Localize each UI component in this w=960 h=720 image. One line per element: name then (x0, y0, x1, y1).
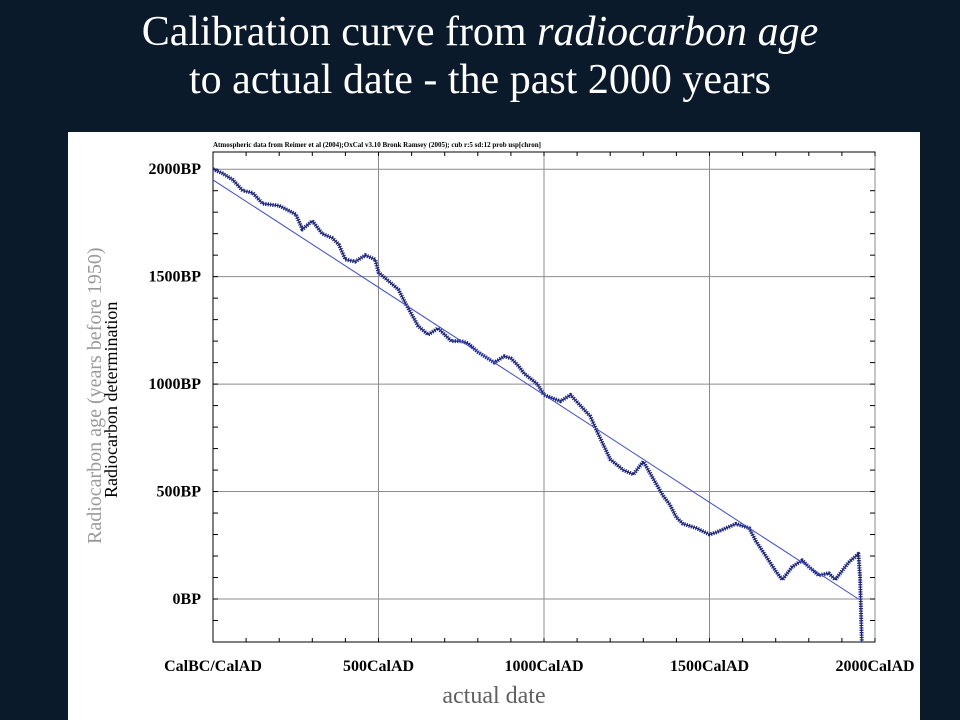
slide-title: Calibration curve from radiocarbon age t… (0, 8, 960, 104)
y-tick-label-0: 2000BP (149, 161, 202, 178)
chart-y-axis-label: Radiocarbon determination (101, 301, 121, 498)
slide-title-italic: radiocarbon age (537, 9, 819, 55)
x-tick-label-2: 1000CalAD (504, 658, 583, 675)
y-tick-label-4: 0BP (173, 591, 202, 608)
slide-title-part1: Calibration curve from (141, 9, 538, 55)
x-tick-label-0: CalBC/CalAD (164, 658, 262, 675)
slide-title-line2: to actual date - the past 2000 years (189, 57, 771, 103)
y-tick-label-2: 1000BP (149, 376, 202, 393)
x-tick-label-3: 1500CalAD (670, 658, 749, 675)
chart-annotation: Atmospheric data from Reimer et al (2004… (213, 141, 541, 149)
y-tick-label-3: 500BP (157, 484, 202, 501)
series-reference-line (212, 179, 859, 600)
outer-x-axis-label: actual date (442, 683, 546, 709)
x-tick-label-1: 500CalAD (343, 658, 414, 675)
y-tick-label-1: 1500BP (149, 269, 202, 286)
x-tick-label-4: 2000CalAD (835, 658, 914, 675)
